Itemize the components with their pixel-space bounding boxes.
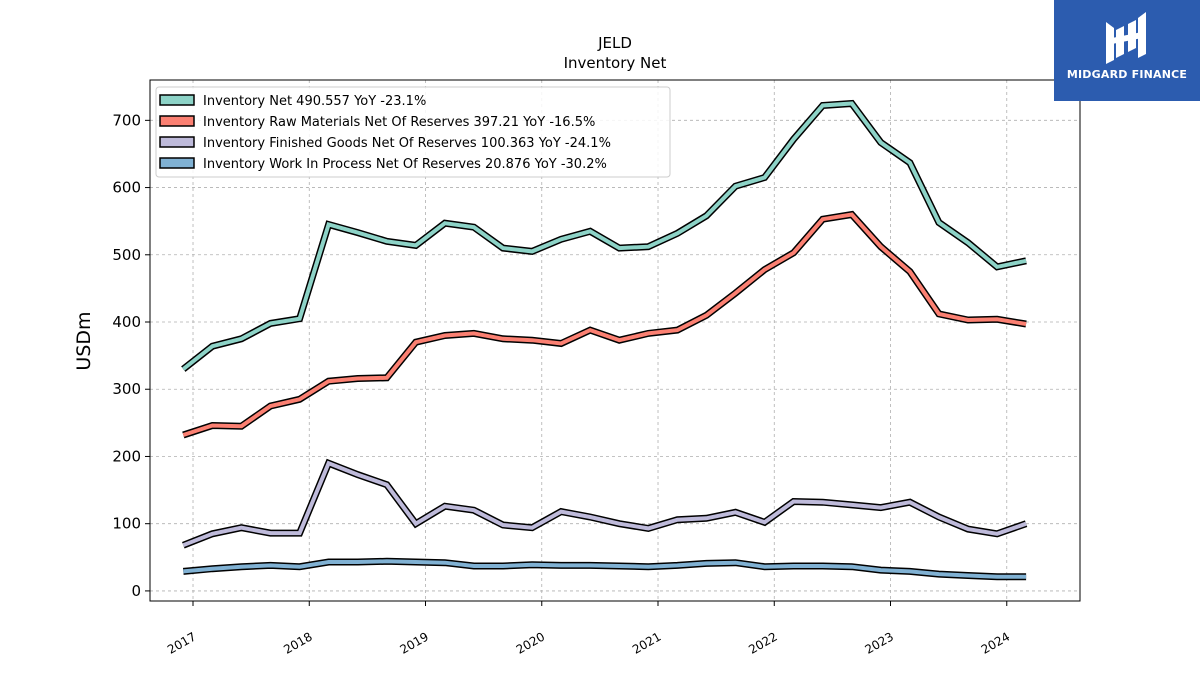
x-tick-label: 2024 [979, 629, 1012, 656]
logo-text: MIDGARD FINANCE [1066, 68, 1188, 81]
legend-swatch-3 [159, 157, 195, 169]
x-tick-label: 2020 [514, 629, 547, 656]
series-line-1 [182, 212, 1027, 437]
y-tick-label: 500 [112, 246, 141, 264]
legend-label-3: Inventory Work In Process Net Of Reserve… [203, 157, 607, 172]
y-tick-label: 700 [112, 111, 141, 129]
y-tick-label: 600 [112, 179, 141, 197]
series-line-2 [182, 460, 1027, 548]
legend: Inventory Net 490.557 YoY -23.1% Inventor… [155, 86, 671, 178]
series-outline-1 [182, 210, 1027, 439]
series-line-0 [182, 101, 1027, 371]
x-tick-label: 2023 [863, 629, 896, 656]
chart-title: JELD [597, 34, 632, 52]
legend-swatch-2 [159, 136, 195, 148]
x-tick-label: 2017 [165, 629, 198, 656]
x-tick-label: 2022 [746, 629, 779, 656]
y-tick-label: 100 [112, 515, 141, 533]
y-axis: 0 100 200 300 400 500 600 700 [112, 111, 150, 600]
x-tick-label: 2018 [281, 629, 314, 656]
y-tick-label: 400 [112, 313, 141, 331]
midgard-logo: MIDGARD FINANCE [1054, 0, 1200, 101]
legend-swatch-0 [159, 94, 195, 106]
midgard-logo-icon [1106, 12, 1146, 64]
y-tick-label: 300 [112, 380, 141, 398]
series-line-3 [183, 559, 1027, 579]
legend-label-1: Inventory Raw Materials Net Of Reserves … [203, 115, 595, 130]
plot-frame [149, 79, 1081, 602]
legend-box [155, 86, 671, 178]
legend-label-0: Inventory Net 490.557 YoY -23.1% [203, 94, 426, 109]
legend-label-2: Inventory Finished Goods Net Of Reserves… [203, 136, 611, 151]
y-tick-label: 200 [112, 447, 141, 465]
series-lines [181, 99, 1028, 581]
chart-subtitle: Inventory Net [564, 54, 667, 72]
x-tick-label: 2021 [630, 629, 663, 656]
y-axis-label: USDm [73, 311, 95, 370]
x-axis: 2017 2018 2019 2020 2021 2022 2023 2024 [165, 601, 1012, 657]
legend-swatch-1 [159, 115, 195, 127]
x-tick-label: 2019 [398, 629, 431, 656]
y-tick-label: 0 [131, 582, 141, 600]
